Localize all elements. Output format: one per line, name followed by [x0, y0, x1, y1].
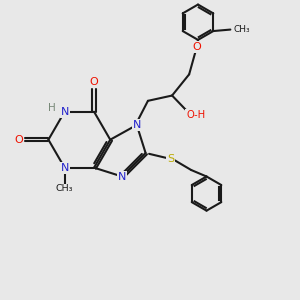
- Text: N: N: [133, 120, 141, 130]
- Text: CH₃: CH₃: [56, 184, 74, 194]
- Text: H: H: [48, 103, 56, 113]
- Text: O: O: [90, 77, 98, 87]
- Text: O: O: [192, 42, 201, 52]
- Text: N: N: [60, 107, 69, 117]
- Text: N: N: [118, 172, 126, 182]
- Text: S: S: [167, 154, 174, 164]
- Text: O: O: [15, 135, 23, 145]
- Text: N: N: [60, 163, 69, 173]
- Text: CH₃: CH₃: [234, 25, 250, 34]
- Text: O-H: O-H: [186, 110, 205, 120]
